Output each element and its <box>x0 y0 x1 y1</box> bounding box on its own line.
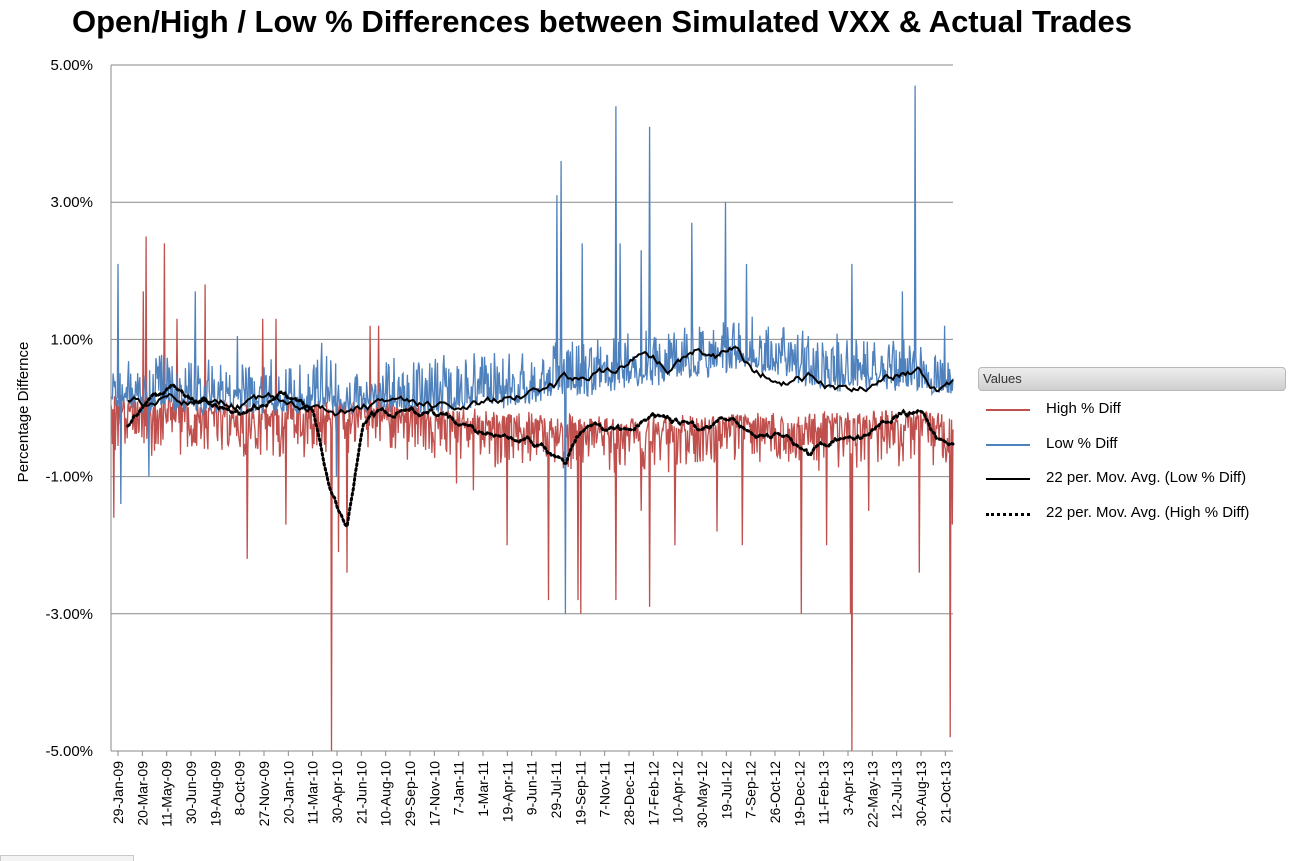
x-tick-label: 7-Nov-11 <box>597 761 613 818</box>
legend-item-ma-low: 22 per. Mov. Avg. (Low % Diff) <box>984 468 1284 490</box>
chart-title: Open/High / Low % Differences between Si… <box>72 4 1132 39</box>
legend-item-high-diff: High % Diff <box>984 399 1284 421</box>
series-ma-low <box>127 346 954 417</box>
x-tick-label: 27-Nov-09 <box>256 761 272 827</box>
x-tick-label: 19-Aug-09 <box>207 761 223 827</box>
x-tick-label: 3-Apr-13 <box>840 761 856 816</box>
y-tick-label: -1.00% <box>45 469 93 486</box>
x-tick-label: 22-May-13 <box>864 761 880 828</box>
legend-label-ma-high: 22 per. Mov. Avg. (High % Diff) <box>1046 504 1250 521</box>
legend-swatch-ma-high <box>986 513 1030 516</box>
x-tick-label: 30-Jun-09 <box>183 761 199 824</box>
axes: 5.00% 3.00% 1.00% -1.00% -3.00% -5.00% 29-Jan-… <box>45 57 953 828</box>
legend-swatch-low-diff <box>986 444 1030 446</box>
legend-title[interactable]: Values <box>978 367 1286 391</box>
legend: Values High % Diff Low % Diff 22 per. Mo… <box>978 367 1288 542</box>
y-tick-label: -3.00% <box>45 606 93 623</box>
x-tick-label: 21-Oct-13 <box>937 761 953 823</box>
sheet-tab[interactable] <box>0 855 134 861</box>
x-tick-label: 10-Apr-12 <box>670 761 686 823</box>
legend-label-high-diff: High % Diff <box>1046 400 1121 417</box>
legend-label-low-diff: Low % Diff <box>1046 435 1118 452</box>
x-tick-label: 11-May-09 <box>159 761 175 827</box>
x-tick-label: 8-Oct-09 <box>232 761 248 816</box>
x-tick-label: 30-Apr-10 <box>329 761 345 823</box>
x-tick-label: 30-May-12 <box>694 761 710 828</box>
x-tick-label: 11-Feb-13 <box>816 761 832 825</box>
x-tick-label: 20-Mar-09 <box>134 761 150 826</box>
x-tick-label: 7-Sep-12 <box>743 761 759 819</box>
legend-item-low-diff: Low % Diff <box>984 434 1284 456</box>
x-tick-label: 26-Oct-12 <box>767 761 783 823</box>
legend-swatch-high-diff <box>986 409 1030 411</box>
y-tick-label: 1.00% <box>50 331 93 348</box>
series-low-diff <box>110 85 954 614</box>
x-tick-label: 17-Nov-10 <box>426 761 442 827</box>
x-tick-label: 17-Feb-12 <box>645 761 661 826</box>
legend-swatch-ma-low <box>986 478 1030 480</box>
legend-label-ma-low: 22 per. Mov. Avg. (Low % Diff) <box>1046 469 1247 486</box>
x-tick-label: 10-Aug-10 <box>378 761 394 827</box>
y-axis-label: Percentage Differnce <box>15 342 32 483</box>
x-tick-label: 29-Sep-10 <box>402 761 418 827</box>
x-tick-label: 20-Jan-10 <box>280 761 296 824</box>
x-tick-label: 19-Apr-11 <box>499 761 515 822</box>
x-tick-label: 9-Jun-11 <box>524 761 540 815</box>
x-tick-label: 30-Aug-13 <box>913 761 929 827</box>
y-tick-label: 5.00% <box>50 57 93 74</box>
x-tick-label: 19-Sep-11 <box>572 761 588 826</box>
x-tick-label: 19-Jul-12 <box>718 761 734 820</box>
x-tick-label: 19-Dec-12 <box>791 761 807 827</box>
x-tick-label: 7-Jan-11 <box>451 761 467 815</box>
x-tick-label: 12-Jul-13 <box>889 761 905 820</box>
x-tick-label: 1-Mar-11 <box>475 761 491 817</box>
plot-area <box>110 85 955 752</box>
x-tick-label: 29-Jan-09 <box>110 761 126 824</box>
y-tick-label: 3.00% <box>50 194 93 211</box>
x-tick-label: 29-Jul-11 <box>548 761 564 819</box>
x-tick-label: 11-Mar-10 <box>305 761 321 825</box>
x-tick-label: 21-Jun-10 <box>353 761 369 824</box>
series-ma-high <box>126 383 955 530</box>
series-high-diff <box>110 236 954 752</box>
x-tick-label: 28-Dec-11 <box>621 761 637 826</box>
y-tick-label: -5.00% <box>45 743 93 760</box>
legend-item-ma-high: 22 per. Mov. Avg. (High % Diff) <box>984 503 1284 525</box>
